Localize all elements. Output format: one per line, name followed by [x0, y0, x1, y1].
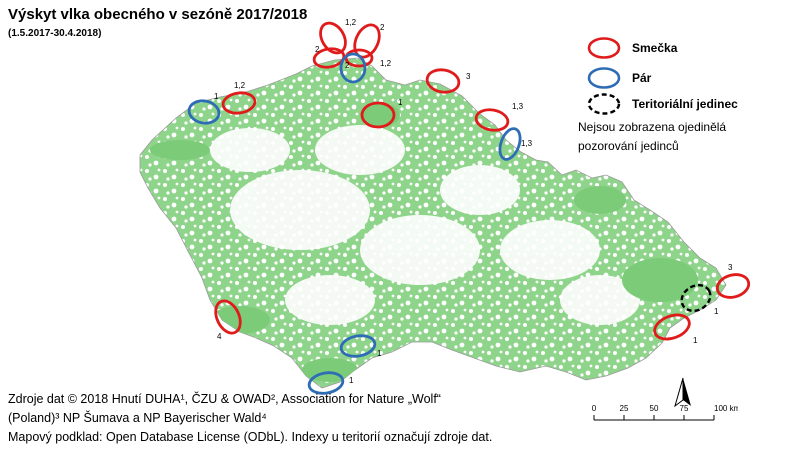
legend-label-pair: Pár [632, 71, 652, 85]
territory-source-label: 3 [728, 263, 733, 272]
pair-territory-marker [187, 99, 221, 125]
north-arrow-icon [674, 377, 691, 408]
territory-source-label: 3 [466, 72, 471, 81]
territory-source-label: 2 [345, 61, 350, 70]
sources-block: Zdroje dat © 2018 Hnutí DUHA¹, ČZU & OWA… [8, 390, 568, 447]
territory-source-label: 1,3 [521, 139, 533, 148]
territory-source-label: 1 [398, 98, 403, 107]
pack-territory-marker [474, 108, 510, 132]
map-title: Výskyt vlka obecného v sezóně 2017/2018 [8, 6, 308, 23]
territory-markers: 1 1,2 1,2 2 2 2 1,2 3 1 1,3 1,3 3 1 1 4 1 1 [187, 18, 751, 395]
legend-label-pack: Smečka [632, 41, 678, 55]
pack-territory-marker [312, 47, 346, 69]
territory-source-label: 4 [217, 332, 222, 341]
scale-tick-label: 50 [650, 404, 659, 413]
scale-bar: 0 25 50 75 100 km [592, 404, 738, 421]
territory-source-label: 2 [315, 45, 320, 54]
pack-territory-marker [715, 273, 751, 299]
pack-territory-marker [221, 91, 257, 115]
pack-territory-marker [425, 68, 461, 94]
territorial-territory-marker [680, 283, 712, 313]
pack-territory-marker [653, 313, 691, 341]
pack-territory-marker [214, 299, 242, 335]
sources-line-2: (Poland)³ NP Šumava a NP Bayerischer Wal… [8, 411, 267, 425]
scale-tick-label: 100 km [714, 404, 738, 413]
legend-label-territorial: Teritoriální jedinec [632, 97, 738, 111]
territory-source-label: 1 [693, 336, 698, 345]
legend-item-pack: Smečka [586, 36, 677, 60]
territory-source-label: 1 [349, 376, 354, 385]
territory-source-label: 1,2 [234, 81, 246, 90]
pack-ellipse-icon [587, 37, 621, 59]
scale-tick-label: 25 [620, 404, 629, 413]
pair-territory-marker [307, 371, 345, 395]
sources-line-1: Zdroje dat © 2018 Hnutí DUHA¹, ČZU & OWA… [8, 392, 441, 406]
territory-source-label: 2 [380, 23, 385, 32]
legend-item-territorial: Teritoriální jedinec [586, 92, 738, 116]
territory-source-label: 1,2 [345, 18, 357, 27]
country-shape [139, 57, 727, 389]
sources-line-3: Mapový podklad: Open Database License (O… [8, 430, 493, 444]
pack-territory-marker [360, 101, 396, 129]
territory-source-label: 1 [714, 307, 719, 316]
pair-territory-marker [498, 127, 522, 161]
territory-source-label: 1 [377, 349, 382, 358]
pair-territory-marker [339, 334, 377, 358]
territory-source-label: 1 [214, 92, 219, 101]
territory-source-label: 1,3 [512, 102, 524, 111]
territorial-ellipse-icon [587, 93, 621, 115]
pair-ellipse-icon [587, 67, 621, 89]
scale-tick-label: 0 [592, 404, 597, 413]
legend-note: Nejsou zobrazena ojedinělá pozorování je… [578, 120, 727, 153]
scale-tick-label: 75 [680, 404, 689, 413]
map-subtitle: (1.5.2017-30.4.2018) [8, 28, 102, 39]
territory-source-label: 1,2 [380, 59, 392, 68]
pair-territory-marker [339, 52, 367, 84]
legend-item-pair: Pár [586, 66, 651, 90]
